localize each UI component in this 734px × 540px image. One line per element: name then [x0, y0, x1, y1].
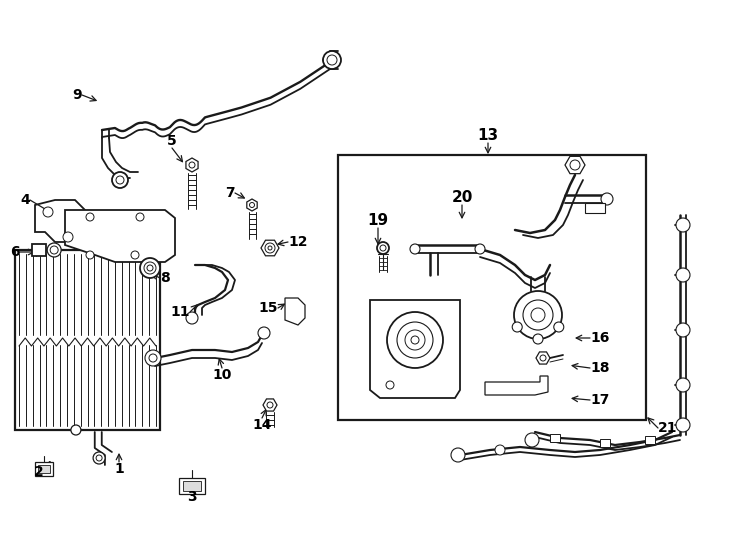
Circle shape: [186, 312, 198, 324]
Circle shape: [43, 207, 53, 217]
Circle shape: [86, 251, 94, 259]
Circle shape: [147, 265, 153, 271]
Circle shape: [189, 162, 195, 168]
Circle shape: [116, 176, 124, 184]
Text: 9: 9: [73, 88, 82, 102]
Bar: [338, 155, 646, 420]
Bar: [32, 244, 46, 256]
Text: 12: 12: [288, 235, 308, 249]
Text: 14: 14: [252, 418, 272, 432]
Circle shape: [531, 308, 545, 322]
Text: 1: 1: [114, 462, 124, 476]
Polygon shape: [565, 157, 585, 174]
Circle shape: [514, 291, 562, 339]
Polygon shape: [485, 376, 548, 395]
Circle shape: [96, 455, 102, 461]
Circle shape: [112, 172, 128, 188]
Circle shape: [676, 218, 690, 232]
Circle shape: [327, 55, 337, 65]
Circle shape: [268, 246, 272, 250]
Circle shape: [267, 402, 273, 408]
Circle shape: [475, 244, 485, 254]
Circle shape: [71, 425, 81, 435]
Bar: [600, 439, 610, 447]
Polygon shape: [35, 200, 85, 242]
Circle shape: [676, 418, 690, 432]
Circle shape: [553, 322, 564, 332]
Circle shape: [323, 51, 341, 69]
Text: 3: 3: [187, 490, 197, 504]
Circle shape: [387, 312, 443, 368]
Text: 17: 17: [590, 393, 609, 407]
Text: 2: 2: [34, 465, 44, 479]
Polygon shape: [186, 158, 198, 172]
Text: 8: 8: [160, 271, 170, 285]
Circle shape: [386, 381, 394, 389]
Circle shape: [570, 160, 580, 170]
Circle shape: [512, 322, 522, 332]
Bar: [15, 250, 160, 430]
Text: 20: 20: [451, 190, 473, 205]
Text: 19: 19: [368, 213, 388, 228]
Polygon shape: [261, 240, 279, 256]
Circle shape: [258, 327, 270, 339]
Circle shape: [495, 445, 505, 455]
Circle shape: [131, 251, 139, 259]
Polygon shape: [65, 210, 175, 262]
Text: 6: 6: [10, 245, 20, 259]
Text: 11: 11: [170, 305, 190, 319]
Circle shape: [525, 433, 539, 447]
Text: 21: 21: [658, 421, 677, 435]
Text: 16: 16: [590, 331, 609, 345]
Text: 10: 10: [212, 368, 232, 382]
Circle shape: [144, 262, 156, 274]
Text: 18: 18: [590, 361, 609, 375]
Text: 7: 7: [225, 186, 235, 200]
Circle shape: [136, 213, 144, 221]
Bar: [35, 462, 53, 476]
Circle shape: [676, 268, 690, 282]
Circle shape: [411, 336, 419, 344]
Circle shape: [145, 350, 161, 366]
Circle shape: [405, 330, 425, 350]
Polygon shape: [585, 203, 605, 213]
Circle shape: [523, 300, 553, 330]
Polygon shape: [536, 352, 550, 364]
Circle shape: [149, 354, 157, 362]
Circle shape: [47, 243, 61, 257]
Circle shape: [410, 244, 420, 254]
Bar: [179, 478, 205, 494]
Text: 15: 15: [258, 301, 278, 315]
Circle shape: [601, 193, 613, 205]
Circle shape: [533, 334, 543, 344]
Polygon shape: [263, 399, 277, 411]
Circle shape: [676, 323, 690, 337]
Circle shape: [451, 448, 465, 462]
Circle shape: [540, 355, 546, 361]
Circle shape: [63, 232, 73, 242]
Circle shape: [93, 452, 105, 464]
Circle shape: [86, 213, 94, 221]
Polygon shape: [370, 300, 460, 398]
Polygon shape: [247, 199, 257, 211]
Polygon shape: [285, 298, 305, 325]
Text: 4: 4: [21, 193, 30, 207]
Circle shape: [397, 322, 433, 358]
Bar: [38, 465, 50, 473]
Text: 5: 5: [167, 134, 177, 148]
Bar: [645, 436, 655, 444]
Circle shape: [377, 242, 389, 254]
Circle shape: [140, 258, 160, 278]
Circle shape: [50, 246, 58, 254]
Circle shape: [676, 378, 690, 392]
Circle shape: [250, 202, 255, 207]
Bar: [550, 434, 560, 442]
Bar: [183, 481, 201, 491]
Circle shape: [265, 243, 275, 253]
Circle shape: [380, 245, 386, 251]
Text: 13: 13: [477, 128, 498, 143]
